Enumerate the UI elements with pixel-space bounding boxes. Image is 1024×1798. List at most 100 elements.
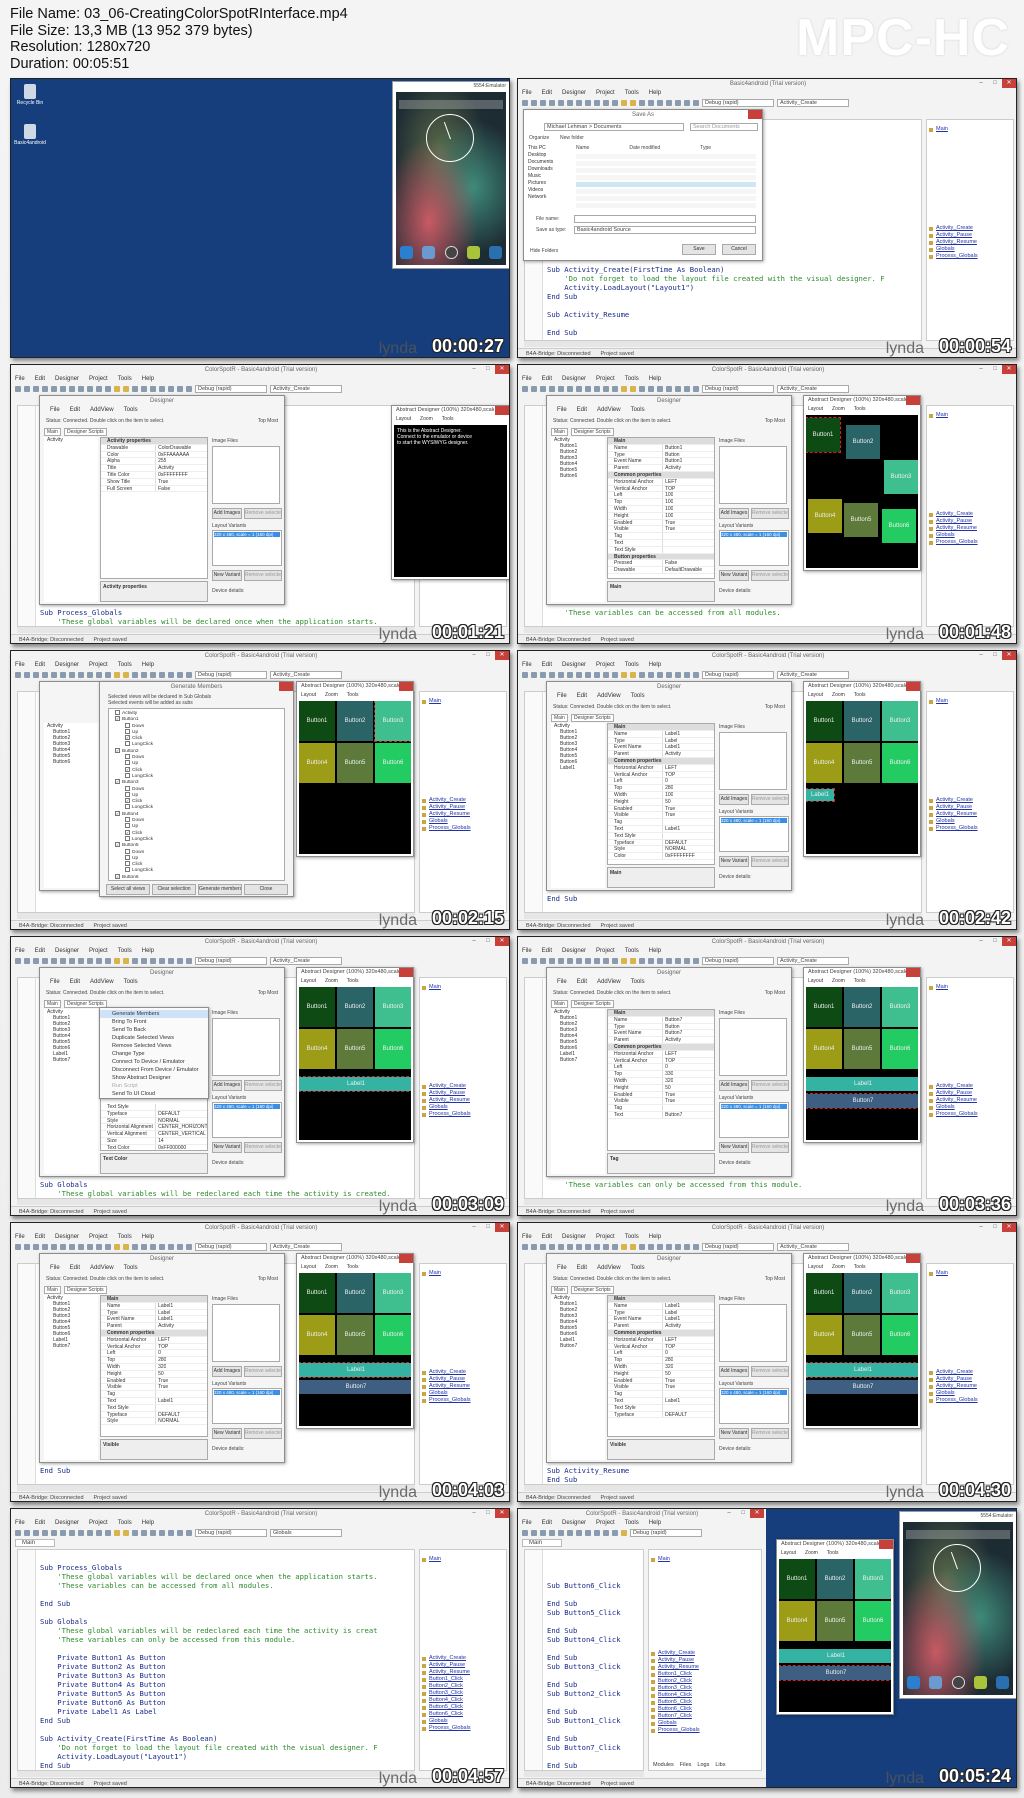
member-checkbox[interactable]: Activity xyxy=(109,710,284,716)
designer-menu-file[interactable]: File xyxy=(557,1265,567,1271)
toolbar-icon[interactable] xyxy=(159,672,165,678)
toolbar-icon[interactable] xyxy=(621,100,627,106)
toolbar-icon[interactable] xyxy=(549,1244,555,1250)
sub-link[interactable]: Globals xyxy=(927,1104,1013,1111)
toolbar-icon[interactable] xyxy=(540,386,546,392)
property-value[interactable]: NORMAL xyxy=(158,1117,180,1124)
designer-tab[interactable]: Designer Scripts xyxy=(64,428,107,436)
toolbar-icon[interactable] xyxy=(168,958,174,964)
toolbar-icon[interactable] xyxy=(105,958,111,964)
layout-variants-list[interactable]: 320 x 480, scale = 1 (160 dpi) xyxy=(212,1102,282,1138)
property-value[interactable] xyxy=(663,540,665,546)
module-link-main[interactable]: Main xyxy=(927,126,1013,133)
property-value[interactable]: 0 xyxy=(158,1350,161,1357)
toolbar-icon[interactable] xyxy=(648,1244,654,1250)
top-most-checkbox[interactable]: Top Most xyxy=(764,418,785,424)
menu-tools[interactable]: Tools xyxy=(624,948,639,954)
tree-item[interactable]: Button3 xyxy=(53,1027,71,1033)
add-images-button[interactable]: Add Images xyxy=(212,508,242,519)
menu-project[interactable]: Project xyxy=(89,948,108,954)
designer-view-button6[interactable]: Button6 xyxy=(882,1315,918,1355)
member-checkbox[interactable]: ✓ Button2 xyxy=(109,747,284,754)
abstract-canvas[interactable]: Button1 Button2 Button3 Button4 Button5 Butto… xyxy=(806,987,918,1140)
menu-project[interactable]: Project xyxy=(596,948,615,954)
toolbar-icon[interactable] xyxy=(540,1530,546,1536)
designer-tab[interactable]: Designer Scripts xyxy=(571,1286,614,1294)
toolbar-icon[interactable] xyxy=(684,672,690,678)
video-thumbnail[interactable]: ColorSpotR - Basic4android (Trial versio… xyxy=(10,1222,510,1502)
toolbar-icon[interactable] xyxy=(69,1530,75,1536)
toolbar-icon[interactable] xyxy=(141,386,147,392)
menu-tools[interactable]: Tools xyxy=(117,376,132,382)
property-value[interactable]: 50 xyxy=(158,1370,164,1377)
menu-help[interactable]: Help xyxy=(648,1234,662,1240)
property-value[interactable] xyxy=(663,819,665,825)
property-value[interactable]: LEFT xyxy=(665,1336,678,1343)
designer-view-button4[interactable]: Button4 xyxy=(299,1029,335,1069)
property-value[interactable]: Label xyxy=(158,1309,171,1316)
member-checkbox[interactable]: ✓ Button5 xyxy=(109,842,284,848)
toolbar-icon[interactable] xyxy=(549,100,555,106)
designer-view-button6[interactable]: Button6 xyxy=(855,1601,891,1641)
designer-view-label1[interactable]: Label1 xyxy=(806,1077,918,1091)
abstract-close-button[interactable] xyxy=(906,1254,920,1263)
property-value[interactable] xyxy=(663,1391,665,1397)
designer-menu-tools[interactable]: Tools xyxy=(123,1265,138,1271)
abstract-canvas[interactable]: Button1 Button2 Button3 Button4 Button5 Butto… xyxy=(779,1559,891,1712)
toolbar-icon[interactable] xyxy=(15,1244,21,1250)
property-value[interactable]: True xyxy=(665,805,676,812)
abstract-close-button[interactable] xyxy=(906,682,920,691)
remove-variant-button[interactable]: Remove selected xyxy=(751,570,789,581)
member-checkbox[interactable]: LongClick xyxy=(109,741,284,747)
toolbar-icon[interactable] xyxy=(114,1530,120,1536)
tools-menu-item[interactable]: Change Type xyxy=(112,1051,145,1057)
tree-item[interactable]: Button1 xyxy=(560,729,578,735)
sub-link[interactable]: Activity_Create xyxy=(420,1083,506,1090)
views-tree[interactable]: Activity Button1 Button2 Button3 Button4 Butt… xyxy=(551,723,605,888)
sub-link[interactable]: Activity_Resume xyxy=(927,239,1013,246)
app-drawer-icon[interactable] xyxy=(444,246,458,259)
designer-view-label1[interactable]: Label1 xyxy=(299,1076,411,1092)
toolbar-icon[interactable] xyxy=(621,672,627,678)
minimize-button[interactable]: – xyxy=(979,652,983,658)
sub-link[interactable]: Globals xyxy=(649,1720,761,1727)
toolbar-icon[interactable] xyxy=(60,386,66,392)
toolbar-icon[interactable] xyxy=(159,386,165,392)
property-value[interactable]: Label1 xyxy=(665,1397,681,1404)
toolbar-icon[interactable] xyxy=(522,958,528,964)
tree-item[interactable]: Label1 xyxy=(560,1051,576,1057)
menu-tools[interactable]: Tools xyxy=(624,1234,639,1240)
designer-view-button6[interactable]: Button6 xyxy=(882,1029,918,1069)
checkbox[interactable]: ✓ xyxy=(115,747,120,753)
toolbar-icon[interactable] xyxy=(159,1530,165,1536)
abstract-menu-zoom[interactable]: Zoom xyxy=(325,978,338,984)
horizontal-scrollbar[interactable] xyxy=(17,627,415,633)
toolbar-icon[interactable] xyxy=(159,1244,165,1250)
tree-item[interactable]: Button1 xyxy=(560,1301,578,1307)
property-value[interactable]: False xyxy=(665,560,678,567)
toolbar-icon[interactable] xyxy=(603,386,609,392)
save-button[interactable]: Save xyxy=(682,244,716,255)
top-most-checkbox[interactable]: Top Most xyxy=(257,1276,278,1282)
toolbar-icon[interactable] xyxy=(648,386,654,392)
toolbar-icon[interactable] xyxy=(594,672,600,678)
maximize-button[interactable]: □ xyxy=(486,652,490,658)
checkbox[interactable] xyxy=(125,854,130,860)
designer-view-label1[interactable]: Label1 xyxy=(806,788,835,802)
menu-file[interactable]: File xyxy=(522,376,532,382)
add-images-button[interactable]: Add Images xyxy=(719,794,749,805)
tools-menu-item[interactable]: Show Abstract Designer xyxy=(112,1075,171,1081)
toolbar-icon[interactable] xyxy=(177,386,183,392)
designer-view-button4[interactable]: Button4 xyxy=(808,499,842,533)
menu-project[interactable]: Project xyxy=(89,1234,108,1240)
horizontal-scrollbar[interactable] xyxy=(17,1485,415,1491)
member-checkbox[interactable]: ✓ Click xyxy=(109,829,284,836)
tree-item[interactable]: Button6 xyxy=(560,1045,578,1051)
menu-help[interactable]: Help xyxy=(648,1520,662,1526)
designer-menu-edit[interactable]: Edit xyxy=(69,979,81,985)
property-value[interactable] xyxy=(156,1391,158,1397)
menu-help[interactable]: Help xyxy=(648,90,662,96)
abstract-menu-layout[interactable]: Layout xyxy=(808,406,824,412)
menu-help[interactable]: Help xyxy=(648,948,662,954)
properties-grid[interactable]: Activity properties Drawable ColorDrawable… xyxy=(100,437,208,579)
